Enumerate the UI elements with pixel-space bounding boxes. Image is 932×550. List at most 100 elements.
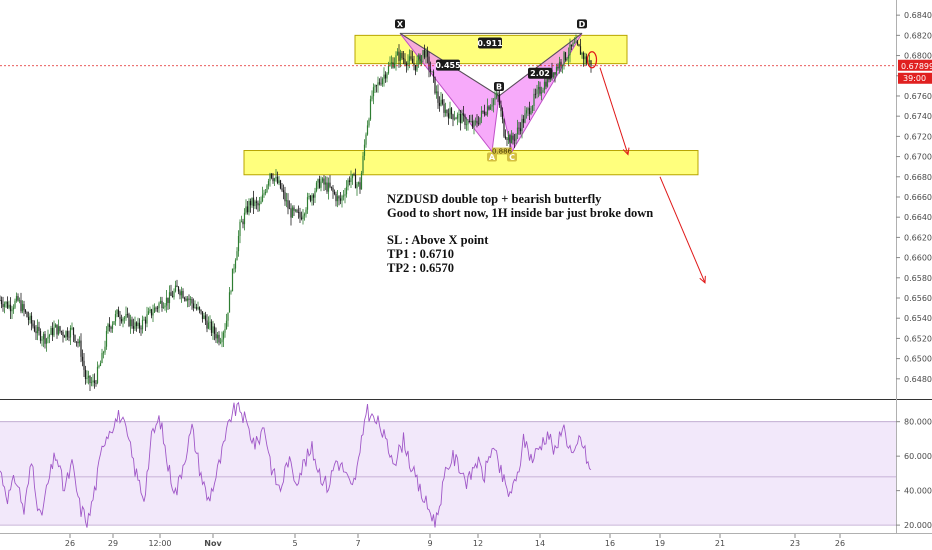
candle-body [324, 182, 327, 185]
rsi-line [0, 401, 592, 528]
time-tick-label: 29 [108, 539, 118, 548]
candle-body [354, 175, 357, 189]
candle-body [260, 201, 262, 204]
candle-body [458, 113, 460, 115]
candle-body [126, 314, 129, 315]
time-tick-label: 7 [355, 539, 360, 548]
candle-body [0, 300, 1, 301]
candle-body [213, 326, 216, 334]
candle-body [366, 125, 369, 135]
candle-body [177, 286, 180, 292]
candle-body [380, 83, 382, 85]
projection-arrowhead-1 [622, 147, 630, 156]
annotation-line-1: NZDUSD double top + bearish butterfly [387, 192, 602, 206]
candle-body [237, 235, 240, 252]
candle-body [264, 191, 267, 194]
candle-body [0, 300, 3, 305]
candle-body [420, 55, 423, 64]
candle-body [485, 114, 487, 116]
annotation-line-4: TP1 : 0.6710 [387, 247, 454, 261]
candle-body [227, 312, 229, 321]
candle-body [50, 327, 52, 335]
candle-body [39, 330, 42, 341]
rsi-tick-label: 40.0000 [904, 487, 932, 496]
candle-body [87, 375, 90, 378]
candle-body [89, 375, 91, 384]
candle-body [222, 332, 225, 340]
price-axis[interactable]: 0.684000.682000.6800000.676000.674000.67… [896, 11, 932, 384]
zone-bottom [243, 150, 699, 176]
candle-body [26, 312, 28, 318]
candle-body [270, 173, 273, 178]
candle-body [345, 186, 348, 195]
candle-body [111, 324, 114, 329]
candle-body [360, 173, 363, 190]
time-axis[interactable]: 26 29 12:00 Nov 5 7 9 12 14 16 19 21 23 26 [65, 534, 845, 548]
candle-body [287, 200, 289, 209]
candle-body [419, 55, 421, 64]
candle-body [285, 200, 288, 202]
candle-body [351, 174, 354, 179]
candle-body [483, 111, 486, 115]
candle-body [414, 64, 417, 71]
candle-body [36, 326, 39, 334]
candle-body [33, 326, 36, 332]
candle-body [92, 380, 94, 383]
candle-body [219, 342, 222, 343]
candle-body [195, 307, 198, 309]
candle-body [294, 209, 297, 211]
candle-body [584, 56, 586, 60]
candle-body [15, 296, 18, 301]
candle-body [182, 291, 184, 298]
candle-body [183, 297, 186, 299]
candle-body [272, 177, 274, 182]
candle-body [248, 200, 250, 213]
candle-body [506, 138, 508, 140]
candle-body [14, 300, 16, 308]
ac-ratio-label: 0.886 [492, 148, 513, 156]
candle-body [378, 82, 381, 84]
candle-body [347, 180, 349, 187]
candle-body [261, 194, 264, 202]
candle-body [198, 307, 201, 310]
candle-body [488, 106, 490, 110]
candle-body [185, 298, 187, 301]
candle-body [339, 198, 342, 201]
candle-body [189, 299, 192, 300]
candle-body [81, 356, 84, 361]
candle-body [168, 292, 171, 304]
candle-body [275, 176, 277, 179]
candle-body [566, 58, 568, 60]
annotation-line-5: TP2 : 0.6570 [387, 261, 454, 275]
candle-body [585, 56, 588, 64]
candle-body [321, 178, 324, 182]
candle-body [479, 117, 481, 124]
candle-body [570, 44, 573, 47]
candle-body [165, 297, 168, 306]
candle-body [465, 124, 468, 126]
candle-body [122, 318, 124, 322]
candle-body [74, 335, 76, 342]
candle-body [326, 182, 328, 192]
candle-body [113, 321, 115, 325]
candle-body [453, 118, 456, 120]
candle-body [504, 136, 507, 139]
candle-body [408, 56, 411, 61]
rsi-axis[interactable]: 80.0000 60.0000 40.0000 20.0000 [896, 418, 932, 530]
candle-body [537, 86, 540, 90]
candle-body [78, 340, 81, 344]
candle-body [279, 180, 282, 189]
candle-body [384, 74, 387, 79]
candle-body [11, 309, 13, 312]
entry-circle [586, 51, 598, 69]
candle-body [173, 291, 175, 298]
candle-body [215, 333, 217, 339]
candle-body [297, 212, 300, 213]
candle-body [309, 195, 312, 201]
candle-body [437, 91, 439, 103]
candle-body [156, 307, 159, 309]
candle-body [323, 178, 325, 185]
